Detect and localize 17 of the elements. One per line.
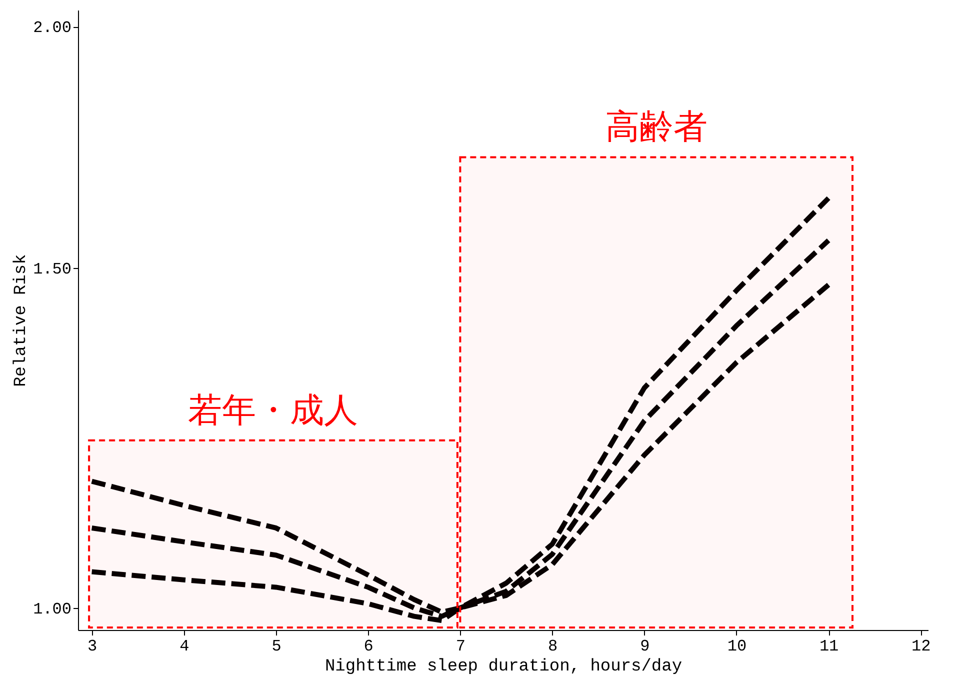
x-tick-label: 3 bbox=[88, 638, 98, 656]
y-tick-label: 1.50 bbox=[33, 260, 72, 278]
y-tick-label: 2.00 bbox=[33, 19, 72, 38]
band-label: 高齢者 bbox=[605, 107, 708, 148]
x-tick-label: 6 bbox=[364, 638, 374, 656]
y-axis-title: Relative Risk bbox=[12, 254, 32, 387]
x-tick-label: 12 bbox=[912, 638, 931, 656]
x-axis-title: Nighttime sleep duration, hours/day bbox=[324, 658, 682, 676]
x-tick-label: 5 bbox=[272, 638, 282, 656]
x-tick-label: 7 bbox=[456, 638, 466, 656]
x-tick-label: 10 bbox=[727, 638, 747, 656]
y-tick-label: 1.00 bbox=[33, 600, 72, 618]
x-tick-label: 8 bbox=[548, 638, 558, 656]
band-label: 若年・成人 bbox=[188, 390, 358, 430]
x-tick-label: 9 bbox=[640, 638, 650, 656]
x-tick-label: 4 bbox=[180, 638, 190, 656]
x-tick-label: 11 bbox=[819, 638, 839, 656]
